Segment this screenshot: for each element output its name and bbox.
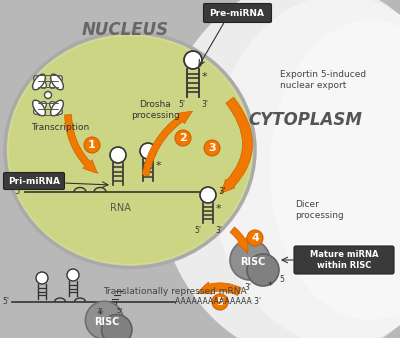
Text: Pre-miRNA: Pre-miRNA (210, 8, 264, 18)
Text: 3': 3' (244, 283, 252, 292)
Text: RNA: RNA (110, 203, 130, 213)
Text: 5': 5' (117, 308, 123, 314)
Ellipse shape (44, 92, 52, 98)
FancyBboxPatch shape (4, 172, 64, 190)
Circle shape (247, 230, 263, 246)
Text: 1: 1 (88, 140, 96, 150)
Circle shape (86, 301, 123, 338)
Text: 3': 3' (97, 308, 103, 314)
Text: RISC: RISC (240, 257, 266, 267)
Ellipse shape (210, 0, 400, 338)
Ellipse shape (34, 102, 46, 114)
Text: 5: 5 (216, 297, 224, 307)
Circle shape (230, 240, 270, 280)
Text: *: * (202, 72, 208, 82)
Ellipse shape (50, 76, 62, 88)
Text: 5': 5' (14, 188, 22, 196)
Text: 2: 2 (179, 133, 187, 143)
Text: *: * (156, 161, 162, 171)
FancyArrowPatch shape (197, 282, 241, 295)
Text: Translationally repressed mRNA: Translationally repressed mRNA (103, 288, 247, 296)
FancyArrowPatch shape (142, 111, 192, 176)
Text: NUCLEUS: NUCLEUS (82, 21, 168, 39)
Circle shape (175, 130, 191, 146)
Text: 4: 4 (251, 233, 259, 243)
Text: Dicer
processing: Dicer processing (295, 200, 344, 220)
Ellipse shape (34, 76, 46, 88)
Text: Mature miRNA
within RISC: Mature miRNA within RISC (310, 250, 378, 270)
Text: Drosha
processing: Drosha processing (131, 100, 179, 120)
Text: *: * (268, 281, 272, 291)
FancyArrowPatch shape (220, 97, 252, 193)
Circle shape (140, 143, 156, 159)
Text: 5: 5 (279, 275, 284, 285)
Circle shape (67, 269, 79, 281)
Circle shape (200, 187, 216, 203)
Ellipse shape (155, 0, 400, 338)
Text: RISC: RISC (94, 317, 120, 327)
Ellipse shape (51, 74, 63, 90)
Ellipse shape (51, 100, 63, 116)
Circle shape (36, 272, 48, 284)
FancyBboxPatch shape (204, 3, 272, 23)
Ellipse shape (33, 74, 45, 90)
Circle shape (102, 315, 132, 338)
Circle shape (184, 51, 202, 69)
Text: AAAAAAAAAAAAAA 3': AAAAAAAAAAAAAA 3' (175, 297, 261, 307)
Ellipse shape (33, 100, 45, 116)
FancyArrowPatch shape (230, 227, 248, 253)
Circle shape (247, 254, 279, 286)
Ellipse shape (5, 32, 255, 267)
Text: Pri-miRNA: Pri-miRNA (8, 176, 60, 186)
Text: CYTOPLASM: CYTOPLASM (248, 111, 362, 129)
Circle shape (84, 137, 100, 153)
Text: 3': 3' (215, 226, 222, 235)
Text: 3': 3' (218, 188, 226, 196)
Text: 5': 5' (2, 297, 9, 307)
Text: 3': 3' (201, 100, 208, 109)
Text: 5': 5' (178, 100, 185, 109)
Ellipse shape (50, 102, 62, 114)
Circle shape (212, 294, 228, 310)
Circle shape (204, 140, 220, 156)
FancyBboxPatch shape (294, 246, 394, 274)
Text: *: * (216, 204, 222, 214)
Text: 5': 5' (194, 226, 201, 235)
Circle shape (110, 147, 126, 163)
FancyArrowPatch shape (64, 115, 98, 173)
Text: 3: 3 (208, 143, 216, 153)
Text: Exportin 5-induced
nuclear export: Exportin 5-induced nuclear export (280, 70, 366, 90)
Text: *: * (97, 310, 103, 320)
Text: Transcription: Transcription (31, 123, 89, 132)
Ellipse shape (270, 20, 400, 320)
